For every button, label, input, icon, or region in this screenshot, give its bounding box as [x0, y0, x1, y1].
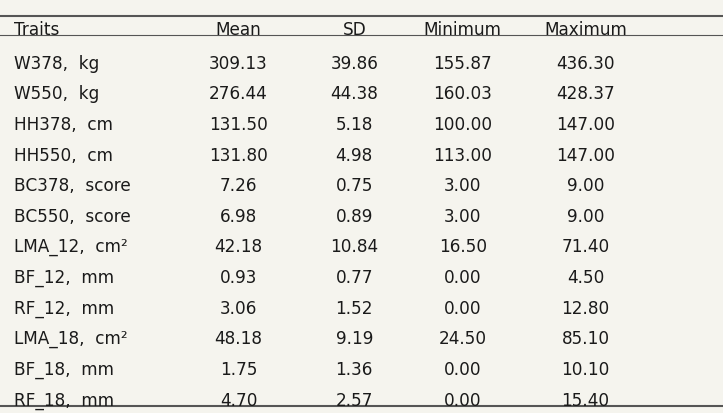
Text: LMA_18,  cm²: LMA_18, cm² — [14, 330, 128, 347]
Text: 9.00: 9.00 — [567, 177, 604, 195]
Text: 10.10: 10.10 — [562, 360, 609, 378]
Text: 16.50: 16.50 — [439, 238, 487, 256]
Text: 436.30: 436.30 — [556, 55, 615, 72]
Text: 10.84: 10.84 — [330, 238, 378, 256]
Text: 4.50: 4.50 — [567, 268, 604, 286]
Text: 44.38: 44.38 — [330, 85, 378, 103]
Text: W550,  kg: W550, kg — [14, 85, 100, 103]
Text: BC378,  score: BC378, score — [14, 177, 131, 195]
Text: 131.80: 131.80 — [209, 146, 268, 164]
Text: 1.75: 1.75 — [220, 360, 257, 378]
Text: 5.18: 5.18 — [335, 116, 373, 133]
Text: 147.00: 147.00 — [556, 116, 615, 133]
Text: 131.50: 131.50 — [209, 116, 268, 133]
Text: 160.03: 160.03 — [433, 85, 492, 103]
Text: 0.75: 0.75 — [335, 177, 373, 195]
Text: 71.40: 71.40 — [562, 238, 609, 256]
Text: 147.00: 147.00 — [556, 146, 615, 164]
Text: 4.70: 4.70 — [220, 391, 257, 408]
Text: LMA_12,  cm²: LMA_12, cm² — [14, 238, 128, 256]
Text: 0.00: 0.00 — [444, 391, 482, 408]
Text: 39.86: 39.86 — [330, 55, 378, 72]
Text: HH378,  cm: HH378, cm — [14, 116, 114, 133]
Text: 12.80: 12.80 — [562, 299, 609, 317]
Text: 7.26: 7.26 — [220, 177, 257, 195]
Text: 276.44: 276.44 — [209, 85, 268, 103]
Text: BF_12,  mm: BF_12, mm — [14, 268, 114, 286]
Text: 48.18: 48.18 — [215, 330, 262, 347]
Text: 155.87: 155.87 — [433, 55, 492, 72]
Text: 2.57: 2.57 — [335, 391, 373, 408]
Text: 0.77: 0.77 — [335, 268, 373, 286]
Text: 85.10: 85.10 — [562, 330, 609, 347]
Text: 1.52: 1.52 — [335, 299, 373, 317]
Text: 9.00: 9.00 — [567, 207, 604, 225]
Text: 9.19: 9.19 — [335, 330, 373, 347]
Text: 100.00: 100.00 — [433, 116, 492, 133]
Text: 0.93: 0.93 — [220, 268, 257, 286]
Text: 0.00: 0.00 — [444, 360, 482, 378]
Text: HH550,  cm: HH550, cm — [14, 146, 114, 164]
Text: 24.50: 24.50 — [439, 330, 487, 347]
Text: 309.13: 309.13 — [209, 55, 268, 72]
Text: SD: SD — [343, 21, 366, 38]
Text: Mean: Mean — [215, 21, 262, 38]
Text: BC550,  score: BC550, score — [14, 207, 131, 225]
Text: 4.98: 4.98 — [335, 146, 373, 164]
Text: 3.00: 3.00 — [444, 177, 482, 195]
Text: Maximum: Maximum — [544, 21, 627, 38]
Text: 113.00: 113.00 — [433, 146, 492, 164]
Text: BF_18,  mm: BF_18, mm — [14, 360, 114, 378]
Text: Minimum: Minimum — [424, 21, 502, 38]
Text: 0.00: 0.00 — [444, 268, 482, 286]
Text: W378,  kg: W378, kg — [14, 55, 100, 72]
Text: RF_18,  mm: RF_18, mm — [14, 391, 114, 408]
Text: 15.40: 15.40 — [562, 391, 609, 408]
Text: 3.00: 3.00 — [444, 207, 482, 225]
Text: 3.06: 3.06 — [220, 299, 257, 317]
Text: 0.00: 0.00 — [444, 299, 482, 317]
Text: 0.89: 0.89 — [335, 207, 373, 225]
Text: RF_12,  mm: RF_12, mm — [14, 299, 115, 317]
Text: Traits: Traits — [14, 21, 60, 38]
Text: 428.37: 428.37 — [556, 85, 615, 103]
Text: 1.36: 1.36 — [335, 360, 373, 378]
Text: 42.18: 42.18 — [215, 238, 262, 256]
Text: 6.98: 6.98 — [220, 207, 257, 225]
